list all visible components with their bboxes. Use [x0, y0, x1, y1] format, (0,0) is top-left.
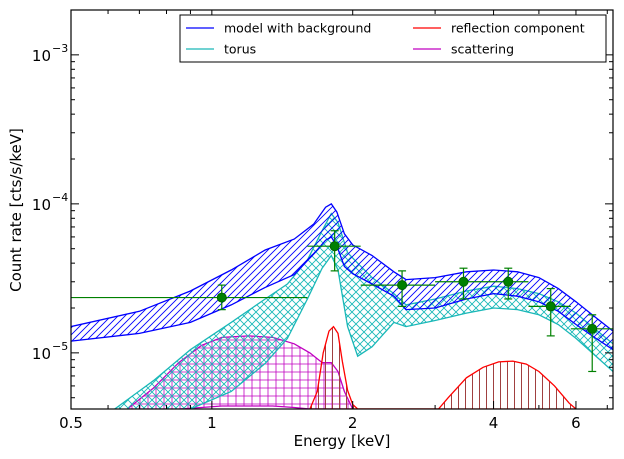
data-marker [397, 280, 408, 291]
data-marker [329, 241, 340, 252]
x-axis-title: Energy [keV] [294, 432, 391, 450]
data-point [435, 267, 492, 300]
data-point [71, 284, 308, 311]
reflection-component-band [309, 325, 577, 409]
reflection-component-upper-line [309, 325, 577, 409]
y-tick-exponent: −3 [52, 42, 68, 55]
data-point [307, 230, 361, 272]
model-with-background-lower-line [71, 236, 613, 351]
y-tick-label: 10 [32, 345, 51, 363]
torus-lower-line [190, 254, 613, 409]
x-tick-label: 2 [348, 414, 358, 432]
legend-box [179, 14, 607, 63]
x-tick-label: 4 [489, 414, 499, 432]
model-with-background-upper-line [71, 203, 613, 332]
model-with-background-fill [71, 203, 613, 350]
y-tick-exponent: −5 [52, 340, 68, 353]
scattering-legend-label: scattering [451, 42, 514, 57]
y-tick-label: 10 [32, 47, 51, 65]
plot-area [71, 203, 613, 409]
axis-ticks [70, 9, 613, 409]
x-tick-label: 1 [207, 414, 217, 432]
model-with-background-band [71, 203, 613, 351]
data-marker [545, 301, 556, 312]
data-marker [587, 323, 598, 334]
x-tick-label: 0.5 [59, 414, 83, 432]
data-point [491, 267, 529, 300]
tick-labels: 0.5 1 2 4 610−510−410−3 [32, 42, 581, 432]
data-marker [503, 276, 514, 287]
data-points [71, 230, 613, 373]
x-tick-label: 6 [571, 414, 581, 432]
y-tick-label: 10 [32, 196, 51, 214]
data-point [360, 270, 436, 308]
torus-fill [114, 213, 613, 409]
y-tick-exponent: −4 [52, 191, 68, 204]
reflection-component-legend-label: reflection component [451, 21, 585, 36]
data-marker [216, 292, 227, 303]
model-with-background-legend-label: model with background [224, 21, 371, 36]
reflection-component-fill [309, 326, 576, 409]
data-marker [458, 276, 469, 287]
y-axis-title: Count rate [cts/s/keV] [7, 128, 25, 292]
data-point [528, 287, 571, 337]
torus-legend-label: torus [224, 42, 256, 57]
legend: model with background reflection componen… [179, 14, 607, 63]
plot-frame [70, 9, 614, 410]
data-point [570, 314, 613, 373]
